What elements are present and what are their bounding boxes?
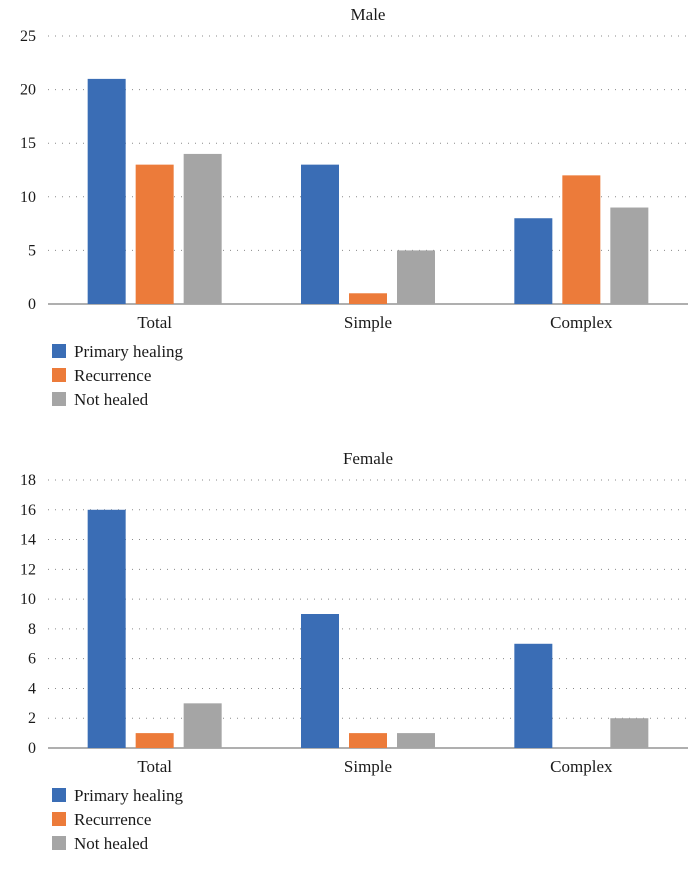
male-bar-simple-recurrence	[349, 293, 387, 304]
female-legend-label: Not healed	[74, 834, 149, 853]
female-y-tick-label: 12	[20, 561, 36, 578]
male-category-label: Total	[137, 313, 172, 332]
female-legend-label: Primary healing	[74, 786, 184, 805]
male-bar-simple-not-healed	[397, 250, 435, 304]
male-legend-swatch	[52, 368, 66, 382]
male-legend-swatch	[52, 392, 66, 406]
female-legend-swatch	[52, 788, 66, 802]
female-title: Female	[343, 449, 393, 468]
female-bar-simple-primary-healing	[301, 614, 339, 748]
female-y-tick-label: 18	[20, 472, 36, 489]
male-category-label: Simple	[344, 313, 392, 332]
female-bar-simple-recurrence	[349, 733, 387, 748]
chart-male-svg: Male 0 5 10 15 20 25 Total Simple Complex Primary …	[20, 5, 688, 409]
female-y-tick-label: 4	[28, 680, 36, 697]
male-legend-label: Recurrence	[74, 366, 151, 385]
female-bar-total-primary-healing	[87, 509, 126, 748]
male-legend-label: Not healed	[74, 390, 149, 409]
chart-female-svg: Female 0 2 4 6 8 10 12 14 16 18 Total Simple Complex P…	[20, 449, 688, 853]
male-legend-label: Primary healing	[74, 342, 184, 361]
female-category-label: Simple	[344, 757, 392, 776]
female-y-tick-label: 14	[20, 532, 36, 549]
female-bar-total-recurrence	[135, 733, 174, 748]
female-legend-swatch	[52, 836, 66, 850]
female-bar-complex-not-healed	[610, 718, 649, 748]
male-y-tick-label: 0	[28, 296, 36, 313]
female-y-tick-label: 0	[28, 740, 36, 757]
male-bar-total-recurrence	[135, 164, 174, 304]
male-bar-complex-primary-healing	[514, 218, 553, 304]
female-bar-simple-not-healed	[397, 733, 435, 748]
male-bar-total-primary-healing	[87, 78, 126, 304]
chart-male: Male 0 5 10 15 20 25 Total Simple Complex Primary …	[0, 0, 698, 425]
male-bar-complex-not-healed	[610, 207, 649, 304]
female-legend-label: Recurrence	[74, 810, 151, 829]
male-bar-total-not-healed	[183, 153, 222, 304]
female-bar-complex-primary-healing	[514, 643, 553, 748]
male-y-tick-label: 10	[20, 189, 36, 206]
male-y-tick-label: 5	[28, 242, 36, 259]
female-y-tick-label: 10	[20, 591, 36, 608]
female-y-tick-label: 16	[20, 502, 36, 519]
female-y-tick-label: 8	[28, 621, 36, 638]
male-y-tick-label: 20	[20, 82, 36, 99]
male-legend-swatch	[52, 344, 66, 358]
female-y-tick-label: 2	[28, 710, 36, 727]
female-category-label: Complex	[550, 757, 613, 776]
male-category-label: Complex	[550, 313, 613, 332]
male-y-tick-label: 25	[20, 28, 36, 45]
male-y-tick-label: 15	[20, 135, 36, 152]
chart-female: Female 0 2 4 6 8 10 12 14 16 18 Total Simple Complex P…	[0, 444, 698, 869]
male-title: Male	[351, 5, 386, 24]
male-bar-simple-primary-healing	[301, 164, 339, 304]
female-category-label: Total	[137, 757, 172, 776]
female-legend-swatch	[52, 812, 66, 826]
female-bar-total-not-healed	[183, 703, 222, 748]
male-bar-complex-recurrence	[562, 175, 601, 304]
female-y-tick-label: 6	[28, 651, 36, 668]
